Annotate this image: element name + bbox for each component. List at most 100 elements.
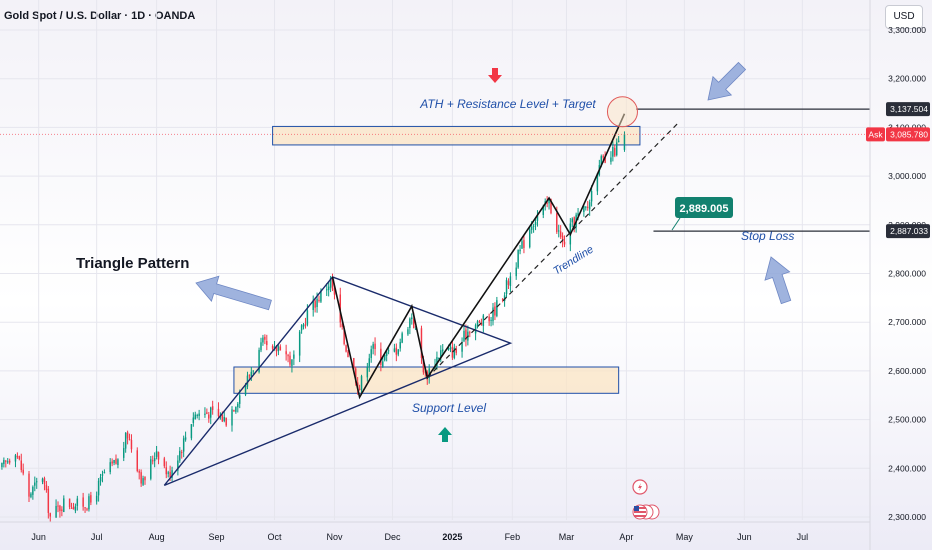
x-tick-label: May [676, 532, 694, 542]
candle-body [111, 461, 113, 464]
candle-body [478, 321, 481, 323]
stop-loss-badge-text: 2,889.005 [680, 203, 729, 215]
candle-body [157, 452, 160, 460]
candle-body [602, 155, 604, 158]
candles-layer [1, 131, 626, 522]
candle-body [293, 354, 295, 359]
candle-body [291, 359, 293, 366]
candle-body [273, 346, 276, 349]
candle-body [617, 140, 620, 143]
candle-body [604, 157, 606, 163]
triangle-pattern-label: Triangle Pattern [76, 255, 189, 272]
x-tick-label: Mar [559, 532, 575, 542]
candle-body [266, 341, 268, 346]
event-icons-layer [632, 479, 660, 520]
candle-body [198, 413, 200, 417]
candle-body [211, 406, 214, 410]
ask-tag: Ask [868, 129, 883, 139]
arrow-to-triangle-label [195, 275, 272, 311]
candle-body [519, 249, 521, 252]
candle-body [327, 286, 330, 291]
candle-body [101, 474, 104, 476]
candle-body [35, 481, 38, 483]
candle-body [165, 467, 168, 475]
candle-body [59, 505, 61, 511]
candle-body [455, 348, 458, 353]
y-tick-label: 3,300.000 [888, 25, 926, 35]
candle-body [588, 202, 591, 210]
candle-body [447, 348, 450, 350]
candle-body [536, 215, 539, 221]
candle-body [387, 350, 390, 352]
candle-body [474, 324, 477, 334]
candle-body [289, 355, 291, 365]
candle-body [393, 348, 396, 352]
candle-body [395, 347, 398, 355]
candle-body [244, 385, 247, 395]
candle-body [318, 299, 320, 302]
stop-price-badge: 2,887.033 [890, 226, 928, 236]
candle-body [115, 458, 117, 464]
candle-body [136, 450, 139, 471]
candle-body [333, 288, 336, 295]
x-tick-label: Jun [737, 532, 752, 542]
resistance-down-arrow-icon [488, 68, 502, 83]
arrow-to-ath [707, 61, 747, 101]
candle-body [285, 351, 287, 355]
candle-body [22, 469, 24, 474]
candle-body [586, 206, 589, 208]
candle-body [383, 354, 386, 361]
candle-body [180, 452, 183, 454]
drawings-layer [0, 96, 870, 486]
candle-body [407, 329, 409, 335]
zones-layer [233, 125, 641, 394]
candle-body [590, 191, 593, 202]
y-tick-label: 3,000.000 [888, 171, 926, 181]
candle-body [177, 460, 179, 471]
candle-body [550, 198, 552, 214]
candle-body [1, 462, 3, 468]
candle-body [99, 476, 102, 482]
x-tick-label: Feb [505, 532, 521, 542]
support-up-arrow-icon [438, 427, 452, 442]
candle-body [30, 493, 32, 497]
candle-body [451, 346, 454, 358]
candle-body [74, 506, 77, 511]
candle-body [422, 359, 425, 373]
candle-body [140, 472, 142, 484]
candle-body [3, 459, 5, 465]
candle-body [5, 460, 7, 462]
candle-body [312, 300, 314, 310]
candle-body [314, 300, 316, 308]
candle-body [528, 229, 531, 248]
candle-body [238, 395, 241, 404]
lightning-icon[interactable] [632, 479, 648, 495]
candle-body [124, 432, 127, 449]
candle-body [142, 478, 144, 485]
candle-body [277, 346, 280, 352]
candle-body [411, 317, 413, 320]
candle-body [440, 350, 442, 358]
us-flag-icon[interactable] [632, 504, 660, 520]
candle-body [302, 324, 305, 327]
candle-body [271, 346, 274, 349]
candle-body [488, 316, 490, 322]
candle-body [494, 306, 496, 316]
candle-body [304, 324, 307, 326]
candle-body [583, 205, 585, 212]
candle-body [117, 459, 119, 465]
currency-button[interactable]: USD [885, 5, 923, 29]
candle-body [225, 417, 227, 426]
candle-body [221, 415, 224, 422]
candle-body [97, 480, 100, 496]
candle-body [20, 460, 23, 471]
y-tick-label: 3,200.000 [888, 74, 926, 84]
candle-body [6, 461, 9, 463]
candle-body [530, 226, 533, 230]
candle-body [559, 231, 562, 237]
candle-body [182, 438, 185, 452]
candle-body [329, 277, 332, 288]
candle-body [233, 409, 235, 412]
candle-body [126, 432, 129, 439]
